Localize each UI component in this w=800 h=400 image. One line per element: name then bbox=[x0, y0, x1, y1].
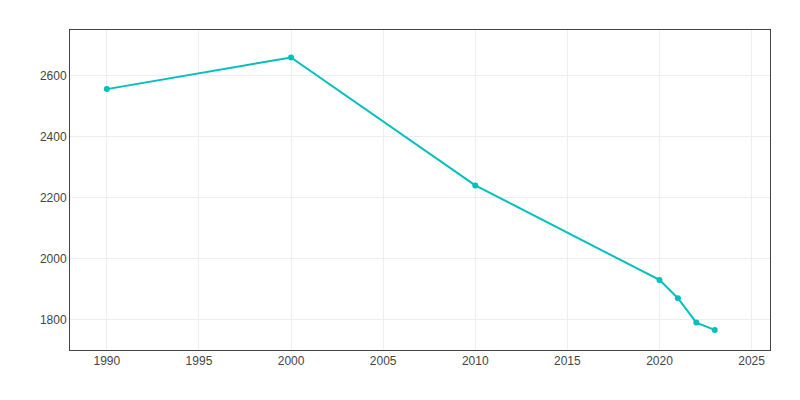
svg-text:1995: 1995 bbox=[186, 354, 213, 368]
svg-text:2600: 2600 bbox=[40, 69, 67, 83]
svg-text:2400: 2400 bbox=[40, 130, 67, 144]
svg-text:1990: 1990 bbox=[93, 354, 120, 368]
svg-text:2010: 2010 bbox=[462, 354, 489, 368]
svg-text:2005: 2005 bbox=[370, 354, 397, 368]
svg-text:1800: 1800 bbox=[40, 313, 67, 327]
svg-text:2015: 2015 bbox=[554, 354, 581, 368]
svg-text:2020: 2020 bbox=[646, 354, 673, 368]
svg-text:2000: 2000 bbox=[278, 354, 305, 368]
svg-text:2200: 2200 bbox=[40, 191, 67, 205]
svg-text:2000: 2000 bbox=[40, 252, 67, 266]
svg-text:2025: 2025 bbox=[738, 354, 765, 368]
